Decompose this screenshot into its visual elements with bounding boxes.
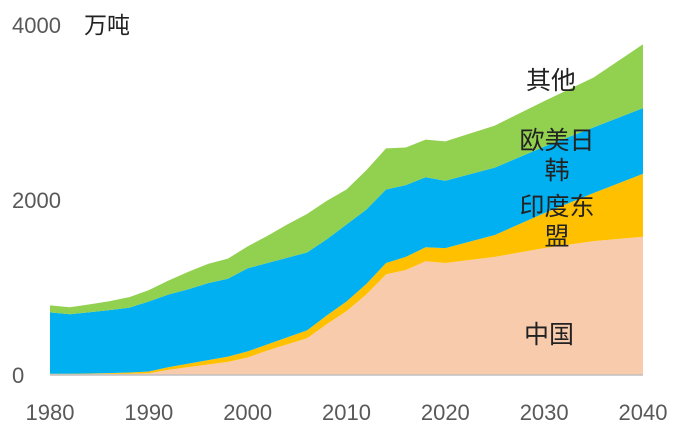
y-tick-label: 0 (12, 363, 24, 388)
y-tick-label: 4000 (12, 13, 61, 38)
area-layers (50, 44, 643, 375)
series-label-1: 印度东盟 (519, 192, 594, 251)
area-series-2 (50, 108, 643, 374)
series-labels: 中国 印度东盟 欧美日韩 其他 (519, 66, 594, 349)
x-tick-label: 2010 (322, 400, 371, 425)
series-label-line: 印度东 (519, 192, 594, 221)
x-tick-label: 2030 (520, 400, 569, 425)
series-label-3: 其他 (526, 66, 576, 95)
y-unit-label: 万吨 (84, 13, 130, 39)
x-tick-label: 1980 (26, 400, 75, 425)
series-label-line: 韩 (544, 156, 569, 185)
series-label-line: 其他 (526, 66, 576, 95)
x-tick-labels: 1980 1990 2000 2010 2020 2030 2040 (26, 400, 668, 425)
series-label-line: 欧美日 (519, 126, 594, 155)
series-label-2: 欧美日韩 (519, 126, 594, 185)
series-label-line: 盟 (544, 222, 569, 251)
series-label-0: 中国 (524, 320, 574, 349)
series-label-line: 中国 (524, 320, 574, 349)
x-tick-label: 2000 (223, 400, 272, 425)
area-series-0 (50, 236, 643, 375)
x-tick-label: 2020 (421, 400, 470, 425)
x-tick-label: 1990 (124, 400, 173, 425)
y-tick-label: 2000 (12, 188, 61, 213)
y-tick-labels: 0 2000 4000 (12, 13, 61, 388)
x-tick-label: 2040 (619, 400, 668, 425)
